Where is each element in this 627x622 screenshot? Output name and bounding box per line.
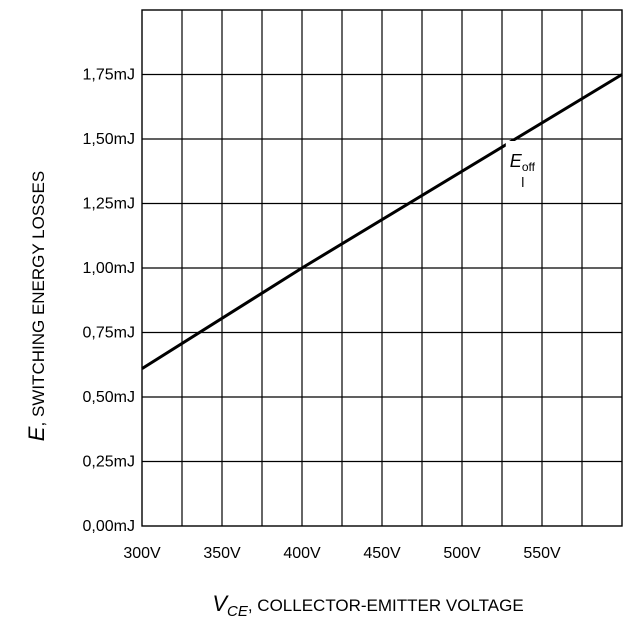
x-tick-label: 450V [363,545,401,562]
series-annotation-eoff: Eoff [505,141,538,187]
y-tick-label: 0,00mJ [83,518,135,535]
x-tick-label: 550V [523,545,561,562]
x-tick-labels: 300V 350V 400V 450V 500V 550V [123,545,561,562]
grid [142,10,622,526]
x-tick-label: 400V [283,545,321,562]
y-tick-label: 1,25mJ [83,196,135,213]
y-tick-label: 1,75mJ [83,67,135,84]
x-axis-label: VCE, COLLECTOR-EMITTER VOLTAGE [212,591,523,620]
plot-frame [141,9,623,527]
y-tick-label: 1,00mJ [83,260,135,277]
annotation-label: Eoff [510,151,536,174]
y-tick-label: 1,50mJ [83,131,135,148]
x-tick-label: 350V [203,545,241,562]
series-layer [141,73,623,370]
series-line-e-off [141,73,623,370]
annotation-background [505,141,538,179]
x-tick-label: 500V [443,545,481,562]
y-axis-label: E, SWITCHING ENERGY LOSSES [24,171,49,441]
plot-border [141,9,623,527]
y-tick-label: 0,25mJ [83,454,135,471]
y-tick-label: 0,50mJ [83,389,135,406]
x-tick-label: 300V [123,545,161,562]
y-tick-label: 0,75mJ [83,325,135,342]
y-tick-labels: 0,00mJ 0,25mJ 0,50mJ 0,75mJ 1,00mJ 1,25mJ 1,50… [83,67,135,536]
